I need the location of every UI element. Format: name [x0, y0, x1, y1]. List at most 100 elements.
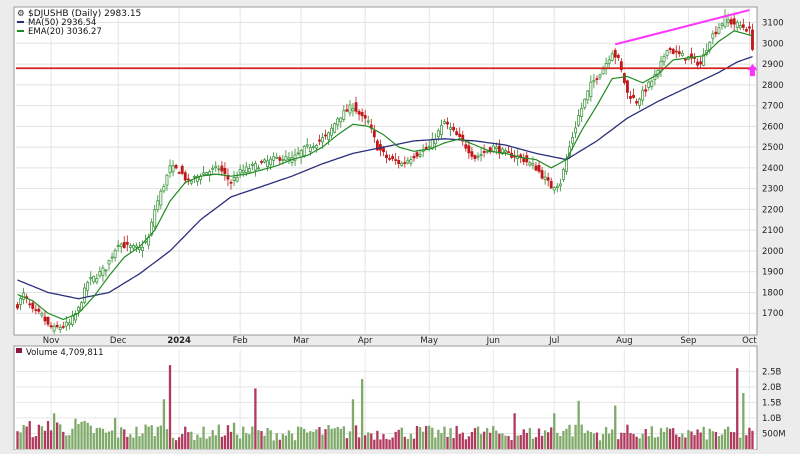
candle-body [717, 27, 721, 34]
volume-bar [510, 440, 513, 449]
candle-body [491, 145, 495, 152]
candle-body [424, 147, 428, 150]
candle-body [278, 157, 282, 161]
volume-bar [59, 424, 62, 449]
volume-bar [31, 437, 34, 449]
candle-body [217, 168, 221, 171]
candle-body [205, 172, 209, 175]
volume-bar [74, 418, 77, 449]
volume-bar [126, 436, 129, 449]
candle-body [690, 53, 693, 59]
volume-bar [235, 434, 239, 449]
volume-bar [342, 426, 345, 449]
candle-body [52, 325, 56, 332]
candle-body [409, 159, 413, 164]
volume-bar [626, 424, 629, 449]
volume-bar [22, 424, 25, 449]
candle-body [577, 115, 581, 126]
volume-bar [601, 434, 605, 449]
candle-body [287, 157, 291, 160]
candle-body [427, 145, 431, 148]
price-panel [13, 6, 758, 336]
volume-bar [592, 433, 596, 449]
candle-body [202, 172, 205, 175]
candle-body [741, 24, 745, 28]
volume-bar [92, 433, 95, 449]
volume-bar [223, 435, 227, 449]
candle-body [671, 48, 675, 54]
volume-bar [193, 439, 196, 449]
candle-body [107, 260, 111, 265]
volume-bar [705, 439, 708, 449]
candle-body [522, 158, 526, 163]
volume-bar [519, 435, 522, 449]
volume-bar [525, 432, 528, 449]
volume-bar [400, 427, 403, 449]
price-tick-label: 3000 [762, 39, 784, 49]
candle-body [272, 156, 276, 161]
candle-body [339, 117, 343, 123]
volume-bar [272, 440, 275, 449]
volume-bar [446, 436, 449, 449]
price-tick-label: 2500 [762, 143, 784, 153]
volume-bar [52, 413, 56, 449]
volume-bar [357, 437, 361, 449]
candle-body [67, 322, 71, 325]
volume-bar [421, 431, 425, 449]
volume-axis: 500M 1.0B 1.5B 2.0B 2.5B [762, 367, 786, 439]
candle-body [400, 162, 404, 166]
volume-bar [226, 425, 230, 449]
volume-bar [650, 426, 653, 449]
candle-body [702, 53, 706, 66]
candle-body [433, 139, 437, 145]
volume-bar [595, 432, 599, 449]
candle-body [622, 73, 626, 84]
candle-body [116, 245, 120, 247]
candle-body [113, 249, 117, 258]
volume-bar [583, 433, 586, 449]
volume-bar [89, 425, 92, 449]
volume-bar [71, 428, 74, 449]
candle-body [494, 146, 498, 150]
volume-bar [171, 437, 175, 449]
candle-body [613, 49, 617, 58]
volume-bar [107, 431, 111, 449]
volume-bar [726, 426, 730, 449]
date-tick-label: Mar [293, 336, 310, 346]
volume-bar [360, 379, 364, 449]
candle-body [589, 81, 593, 98]
volume-bar [242, 426, 245, 449]
date-tick-label: Apr [358, 336, 373, 346]
candle-body [110, 256, 114, 259]
candle-body [546, 177, 550, 181]
volume-bar [16, 431, 19, 449]
candle-body [186, 178, 190, 181]
volume-bar [260, 431, 263, 449]
volume-bar [513, 413, 516, 449]
volume-bar [385, 438, 388, 449]
volume-bar [486, 428, 489, 449]
volume-bar [586, 430, 589, 449]
volume-bar [473, 428, 477, 449]
volume-bar [83, 420, 86, 449]
candle-body [31, 302, 35, 309]
candle-body [162, 185, 166, 192]
volume-bar [632, 433, 635, 449]
candle-body [476, 155, 480, 158]
candle-body [296, 152, 300, 155]
volume-bar [211, 430, 214, 449]
volume-bar [449, 428, 452, 449]
candle-body [70, 315, 74, 325]
volume-bar [394, 431, 397, 449]
settings-icon[interactable]: ⚙ [17, 9, 25, 19]
volume-bar [354, 425, 358, 449]
volume-bar [373, 439, 376, 449]
time-grid [50, 8, 750, 334]
volume-bar [220, 436, 224, 449]
candle-body [674, 50, 678, 53]
candle-body [360, 112, 364, 117]
candle-body [482, 150, 486, 153]
volume-bar [370, 433, 373, 449]
candle-body [583, 98, 587, 108]
volume-bar [461, 432, 464, 449]
